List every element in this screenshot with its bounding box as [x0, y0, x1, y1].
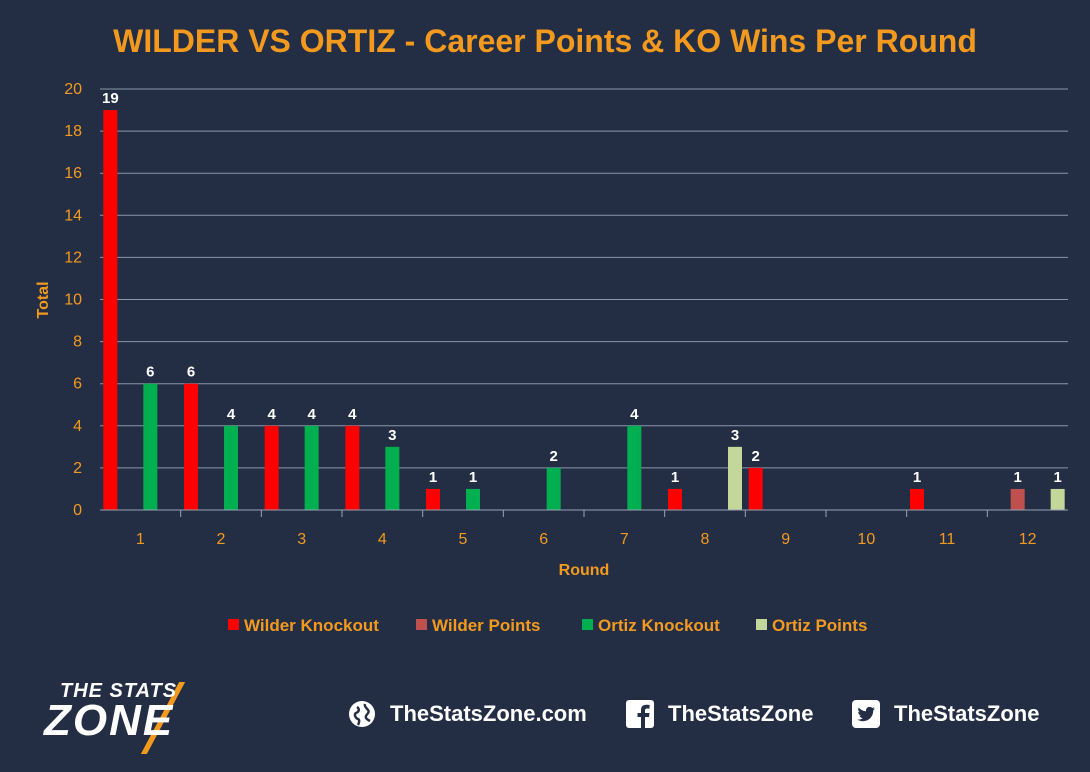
- x-axis-title: Round: [559, 562, 610, 579]
- y-tick-label: 16: [64, 165, 82, 182]
- stats-zone-logo: THE STATS ZONE: [40, 680, 240, 755]
- data-label: 6: [146, 364, 154, 381]
- legend-label: Ortiz Points: [772, 616, 867, 635]
- y-axis-title: Total: [35, 281, 52, 318]
- bar: [143, 383, 158, 510]
- y-tick-label: 12: [64, 249, 82, 266]
- x-tick-label: 4: [378, 531, 387, 548]
- data-label: 2: [549, 448, 557, 465]
- bars: [103, 110, 1065, 511]
- chart-title: WILDER VS ORTIZ - Career Points & KO Win…: [113, 23, 977, 59]
- data-label: 4: [227, 406, 236, 423]
- globe-icon: [348, 700, 376, 728]
- bar: [910, 488, 924, 510]
- x-tick-label: 5: [459, 531, 468, 548]
- website-text: TheStatsZone.com: [390, 701, 587, 726]
- facebook-link[interactable]: TheStatsZone: [626, 700, 813, 728]
- y-tick-label: 18: [64, 123, 82, 140]
- website-link[interactable]: TheStatsZone.com: [348, 700, 587, 728]
- legend-swatch: [582, 619, 593, 630]
- x-tick-label: 9: [781, 531, 790, 548]
- facebook-icon: [626, 700, 654, 728]
- data-label: 1: [1053, 469, 1061, 486]
- legend-label: Ortiz Knockout: [598, 616, 720, 635]
- x-tick-label: 12: [1019, 531, 1037, 548]
- twitter-link[interactable]: TheStatsZone: [852, 700, 1039, 728]
- footer: THE STATS ZONE TheStatsZone.com TheStats…: [0, 670, 1090, 760]
- legend-label: Wilder Points: [432, 616, 540, 635]
- y-tick-label: 14: [64, 207, 82, 224]
- data-label: 3: [388, 427, 396, 444]
- gridlines: [100, 88, 1068, 469]
- y-tick-label: 2: [73, 460, 82, 477]
- data-label: 3: [731, 427, 739, 444]
- facebook-text: TheStatsZone: [668, 701, 814, 726]
- bar: [304, 425, 319, 510]
- chart: WILDER VS ORTIZ - Career Points & KO Win…: [35, 23, 1068, 635]
- x-tick-label: 6: [539, 531, 548, 548]
- y-tick-label: 8: [73, 334, 82, 351]
- bar: [426, 488, 440, 510]
- x-tick-label: 1: [136, 531, 145, 548]
- bar: [728, 446, 742, 510]
- x-axis-ticks: 1 2 3 4 5 6 7 8 9 10 11 12: [136, 510, 1037, 548]
- twitter-icon: [852, 700, 880, 728]
- data-label: 2: [751, 448, 759, 465]
- twitter-text: TheStatsZone: [894, 701, 1040, 726]
- x-tick-label: 10: [857, 531, 875, 548]
- y-tick-label: 0: [73, 502, 82, 519]
- y-tick-label: 4: [73, 418, 82, 435]
- y-tick-label: 10: [64, 292, 82, 309]
- data-label: 4: [348, 406, 357, 423]
- x-tick-label: 8: [701, 531, 710, 548]
- legend-swatch: [228, 619, 239, 630]
- x-tick-label: 3: [297, 531, 306, 548]
- bar: [1050, 488, 1065, 510]
- logo-line1: THE STATS: [60, 680, 178, 702]
- bar: [1010, 488, 1025, 510]
- data-label: 1: [671, 469, 679, 486]
- data-label: 4: [307, 406, 316, 423]
- data-label: 6: [187, 364, 195, 381]
- bar: [264, 425, 279, 510]
- bar: [345, 425, 360, 510]
- y-tick-label: 20: [64, 81, 82, 98]
- bar: [103, 110, 118, 511]
- x-tick-label: 7: [620, 531, 629, 548]
- data-label: 4: [630, 406, 639, 423]
- legend-label: Wilder Knockout: [244, 616, 379, 635]
- data-label: 1: [429, 469, 437, 486]
- data-label: 1: [1013, 469, 1021, 486]
- bar: [546, 467, 561, 510]
- bar: [668, 488, 682, 510]
- bar: [748, 467, 763, 510]
- legend-swatch: [416, 619, 427, 630]
- y-tick-label: 6: [73, 376, 82, 393]
- bar: [466, 488, 480, 510]
- data-label: 1: [469, 469, 477, 486]
- legend-swatch: [756, 619, 767, 630]
- bar: [627, 425, 642, 510]
- data-label: 19: [102, 90, 119, 107]
- legend: Wilder Knockout Wilder Points Ortiz Knocko…: [228, 616, 867, 635]
- bar: [224, 425, 238, 510]
- logo-line2: ZONE: [44, 696, 175, 745]
- x-tick-label: 11: [939, 531, 956, 548]
- bar: [184, 383, 198, 510]
- x-tick-label: 2: [217, 531, 226, 548]
- y-axis-ticks: 0 2 4 6 8 10 12 14 16 18 20: [64, 81, 82, 519]
- data-label: 1: [913, 469, 921, 486]
- data-label: 4: [267, 406, 276, 423]
- bar: [385, 446, 400, 510]
